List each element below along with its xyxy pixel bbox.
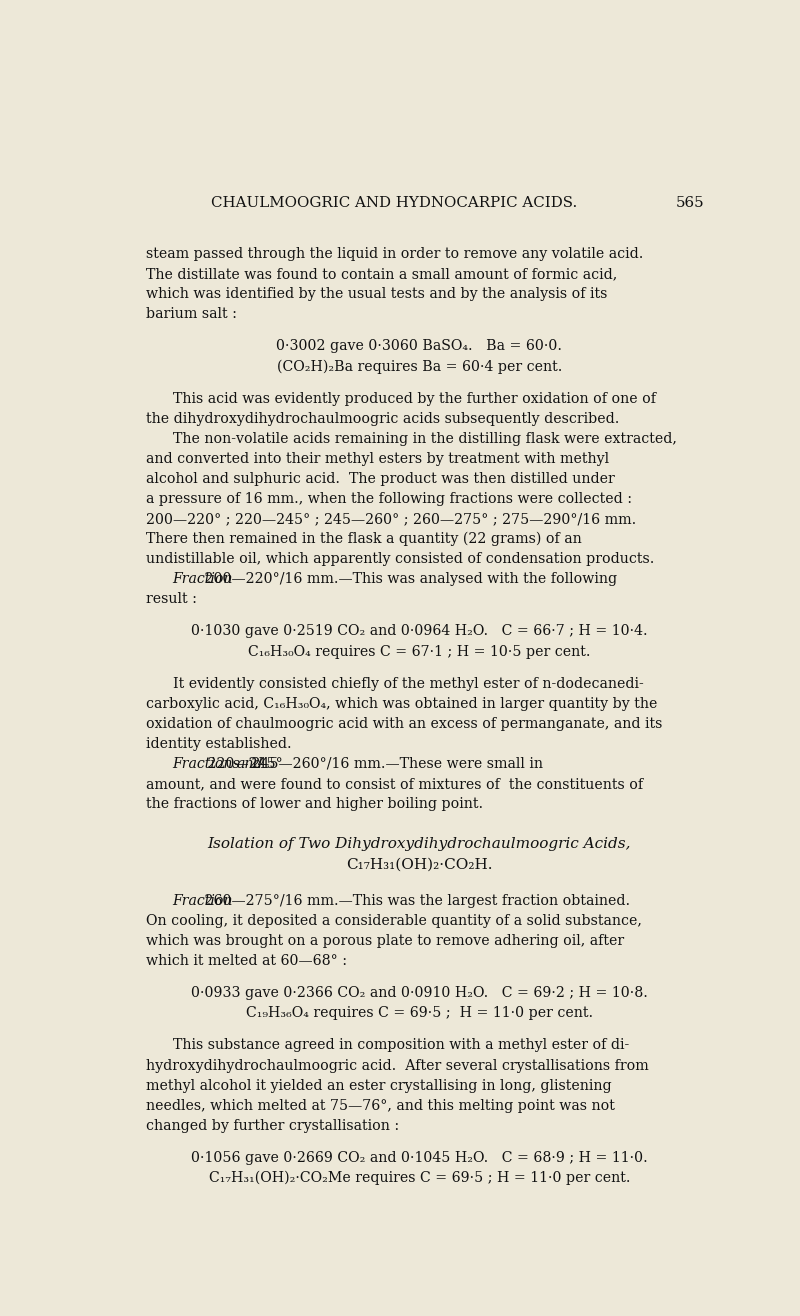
Text: which it melted at 60—68° :: which it melted at 60—68° : [146,954,348,969]
Text: On cooling, it deposited a considerable quantity of a solid substance,: On cooling, it deposited a considerable … [146,913,642,928]
Text: 220—245°: 220—245° [203,757,287,771]
Text: 200—220° ; 220—245° ; 245—260° ; 260—275° ; 275—290°/16 mm.: 200—220° ; 220—245° ; 245—260° ; 260—275… [146,512,637,526]
Text: C₁₆H₃₀O₄ requires C = 67·1 ; H = 10·5 per cent.: C₁₆H₃₀O₄ requires C = 67·1 ; H = 10·5 pe… [248,645,590,658]
Text: undistillable oil, which apparently consisted of condensation products.: undistillable oil, which apparently cons… [146,553,655,566]
Text: amount, and were found to consist of mixtures of  the constituents of: amount, and were found to consist of mix… [146,776,644,791]
Text: needles, which melted at 75—76°, and this melting point was not: needles, which melted at 75—76°, and thi… [146,1099,615,1113]
Text: CHAULMOOGRIC AND HYDNOCARPIC ACIDS.: CHAULMOOGRIC AND HYDNOCARPIC ACIDS. [211,196,578,211]
Text: and: and [237,757,263,771]
Text: Fraction: Fraction [173,894,233,908]
Text: changed by further crystallisation :: changed by further crystallisation : [146,1119,400,1133]
Text: Fraction: Fraction [173,572,233,586]
Text: 200—220°/16 mm.—This was analysed with the following: 200—220°/16 mm.—This was analysed with t… [200,572,617,586]
Text: There then remained in the flask a quantity (22 grams) of an: There then remained in the flask a quant… [146,532,582,546]
Text: the dihydroxydihydrochaulmoogric acids subsequently described.: the dihydroxydihydrochaulmoogric acids s… [146,412,620,425]
Text: 565: 565 [676,196,705,211]
Text: Fractions: Fractions [173,757,240,771]
Text: a pressure of 16 mm., when the following fractions were collected :: a pressure of 16 mm., when the following… [146,492,633,505]
Text: 0·1056 gave 0·2669 CO₂ and 0·1045 H₂O.   C = 68·9 ; H = 11·0.: 0·1056 gave 0·2669 CO₂ and 0·1045 H₂O. C… [191,1152,648,1165]
Text: alcohol and sulphuric acid.  The product was then distilled under: alcohol and sulphuric acid. The product … [146,472,615,486]
Text: Isolation of Two Dihydroxydihydrochaulmoogric Acids,: Isolation of Two Dihydroxydihydrochaulmo… [207,837,631,851]
Text: steam passed through the liquid in order to remove any volatile acid.: steam passed through the liquid in order… [146,247,644,261]
Text: result :: result : [146,592,198,607]
Text: oxidation of chaulmoogric acid with an excess of permanganate, and its: oxidation of chaulmoogric acid with an e… [146,717,663,730]
Text: It evidently consisted chiefly of the methyl ester of n-dodecanedi-: It evidently consisted chiefly of the me… [173,676,643,691]
Text: carboxylic acid, C₁₆H₃₀O₄, which was obtained in larger quantity by the: carboxylic acid, C₁₆H₃₀O₄, which was obt… [146,696,658,711]
Text: the fractions of lower and higher boiling point.: the fractions of lower and higher boilin… [146,797,484,811]
Text: 0·1030 gave 0·2519 CO₂ and 0·0964 H₂O.   C = 66·7 ; H = 10·4.: 0·1030 gave 0·2519 CO₂ and 0·0964 H₂O. C… [191,625,648,638]
Text: This substance agreed in composition with a methyl ester of di-: This substance agreed in composition wit… [173,1038,629,1053]
Text: 245—260°/16 mm.—These were small in: 245—260°/16 mm.—These were small in [247,757,543,771]
Text: This acid was evidently produced by the further oxidation of one of: This acid was evidently produced by the … [173,392,655,405]
Text: which was identified by the usual tests and by the analysis of its: which was identified by the usual tests … [146,287,608,301]
Text: C₁₇H₃₁(OH)₂·CO₂H.: C₁₇H₃₁(OH)₂·CO₂H. [346,858,493,871]
Text: barium salt :: barium salt : [146,307,238,321]
Text: The distillate was found to contain a small amount of formic acid,: The distillate was found to contain a sm… [146,267,618,280]
Text: (CO₂H)₂Ba requires Ba = 60·4 per cent.: (CO₂H)₂Ba requires Ba = 60·4 per cent. [277,359,562,374]
Text: C₁₇H₃₁(OH)₂·CO₂Me requires C = 69·5 ; H = 11·0 per cent.: C₁₇H₃₁(OH)₂·CO₂Me requires C = 69·5 ; H … [209,1171,630,1186]
Text: identity established.: identity established. [146,737,292,751]
Text: The non-volatile acids remaining in the distilling flask were extracted,: The non-volatile acids remaining in the … [173,432,677,446]
Text: methyl alcohol it yielded an ester crystallising in long, glistening: methyl alcohol it yielded an ester cryst… [146,1079,612,1092]
Text: 260—275°/16 mm.—This was the largest fraction obtained.: 260—275°/16 mm.—This was the largest fra… [200,894,630,908]
Text: which was brought on a porous plate to remove adhering oil, after: which was brought on a porous plate to r… [146,934,625,948]
Text: 0·0933 gave 0·2366 CO₂ and 0·0910 H₂O.   C = 69·2 ; H = 10·8.: 0·0933 gave 0·2366 CO₂ and 0·0910 H₂O. C… [191,986,648,1000]
Text: C₁₉H₃₆O₄ requires C = 69·5 ;  H = 11·0 per cent.: C₁₉H₃₆O₄ requires C = 69·5 ; H = 11·0 pe… [246,1007,593,1020]
Text: hydroxydihydrochaulmoogric acid.  After several crystallisations from: hydroxydihydrochaulmoogric acid. After s… [146,1058,650,1073]
Text: 0·3002 gave 0·3060 BaSO₄.   Ba = 60·0.: 0·3002 gave 0·3060 BaSO₄. Ba = 60·0. [276,340,562,353]
Text: and converted into their methyl esters by treatment with methyl: and converted into their methyl esters b… [146,451,610,466]
